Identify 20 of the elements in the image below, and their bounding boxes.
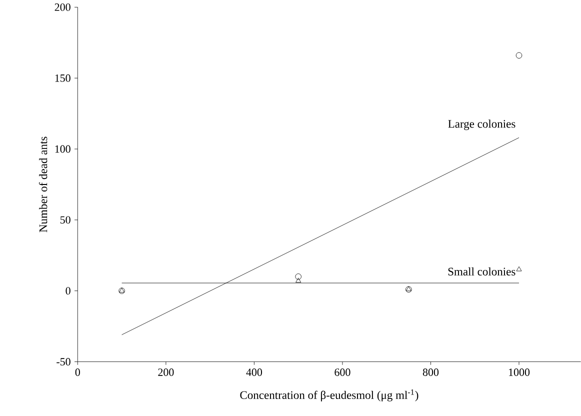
- x-tick-label: 800: [422, 368, 439, 376]
- y-tick-label: -50: [56, 358, 70, 366]
- y-tick-label: 150: [55, 74, 70, 82]
- y-tick-label: 200: [54, 4, 70, 11]
- x-tick-label: 1000: [508, 368, 530, 376]
- y-tick-label: 0: [66, 287, 70, 295]
- series-label: Small colonies: [448, 267, 516, 276]
- x-tick-label: 600: [334, 368, 350, 376]
- x-axis-title: Concentration of β-eudesmol (μg ml$^{-1}$): [240, 390, 418, 402]
- y-tick-label: 50: [60, 216, 70, 224]
- x-tick-label: 400: [246, 368, 262, 376]
- point: [295, 274, 302, 280]
- point: [516, 266, 522, 272]
- x-tick-label: 0: [75, 368, 80, 376]
- point: [516, 52, 522, 59]
- x-tick-label: 200: [158, 368, 174, 376]
- y-tick-label: 100: [55, 145, 70, 153]
- series-label: Large colonies: [448, 120, 516, 130]
- point: [296, 278, 302, 283]
- y-axis-title: Number of dead ants: [38, 136, 48, 232]
